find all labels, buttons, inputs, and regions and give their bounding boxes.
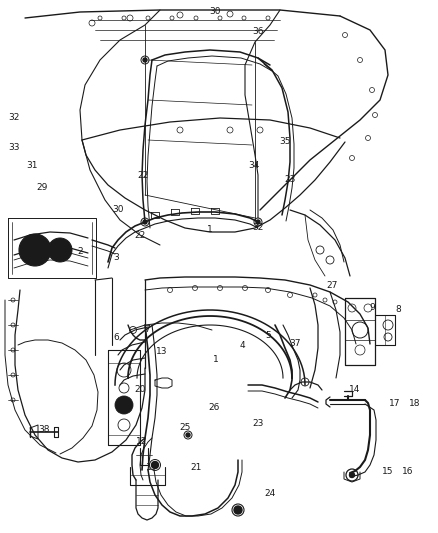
Text: 20: 20: [134, 385, 146, 394]
Text: 16: 16: [402, 467, 414, 477]
Text: 12: 12: [136, 438, 148, 447]
Text: 30: 30: [209, 7, 221, 17]
Text: 1: 1: [207, 225, 213, 235]
Text: 22: 22: [138, 171, 148, 180]
Text: 17: 17: [389, 400, 401, 408]
Text: 30: 30: [112, 206, 124, 214]
Text: 18: 18: [409, 400, 421, 408]
Text: 32: 32: [8, 114, 20, 123]
Text: 14: 14: [350, 385, 360, 394]
Text: 7: 7: [144, 326, 150, 335]
Circle shape: [143, 220, 147, 224]
Text: 26: 26: [208, 403, 220, 413]
Text: 33: 33: [8, 143, 20, 152]
Text: 2: 2: [77, 247, 83, 256]
Circle shape: [143, 58, 147, 62]
Circle shape: [256, 220, 260, 224]
Text: 22: 22: [134, 230, 145, 239]
Text: 31: 31: [26, 160, 38, 169]
Text: 38: 38: [38, 425, 50, 434]
Text: 15: 15: [382, 467, 394, 477]
Text: 19: 19: [146, 464, 158, 472]
Text: 23: 23: [284, 175, 296, 184]
Text: 34: 34: [248, 160, 260, 169]
Text: 29: 29: [36, 183, 48, 192]
Text: 37: 37: [289, 340, 301, 349]
Circle shape: [152, 462, 159, 469]
Text: 21: 21: [191, 464, 201, 472]
Text: 35: 35: [279, 138, 291, 147]
Text: 6: 6: [113, 334, 119, 343]
Text: 1: 1: [213, 356, 219, 365]
Circle shape: [186, 433, 190, 437]
Text: 27: 27: [326, 280, 338, 289]
Text: 5: 5: [265, 332, 271, 341]
Circle shape: [115, 396, 133, 414]
Text: 25: 25: [179, 424, 191, 432]
Text: 23: 23: [252, 419, 264, 429]
Text: 36: 36: [252, 28, 264, 36]
Text: 8: 8: [395, 305, 401, 314]
Circle shape: [234, 506, 242, 514]
Circle shape: [350, 472, 354, 478]
Text: 9: 9: [369, 303, 375, 311]
Text: 32: 32: [252, 223, 264, 232]
Circle shape: [48, 238, 72, 262]
Circle shape: [19, 234, 51, 266]
Text: 3: 3: [113, 254, 119, 262]
Text: 24: 24: [265, 489, 276, 498]
Text: 4: 4: [239, 342, 245, 351]
Text: 13: 13: [156, 348, 168, 357]
